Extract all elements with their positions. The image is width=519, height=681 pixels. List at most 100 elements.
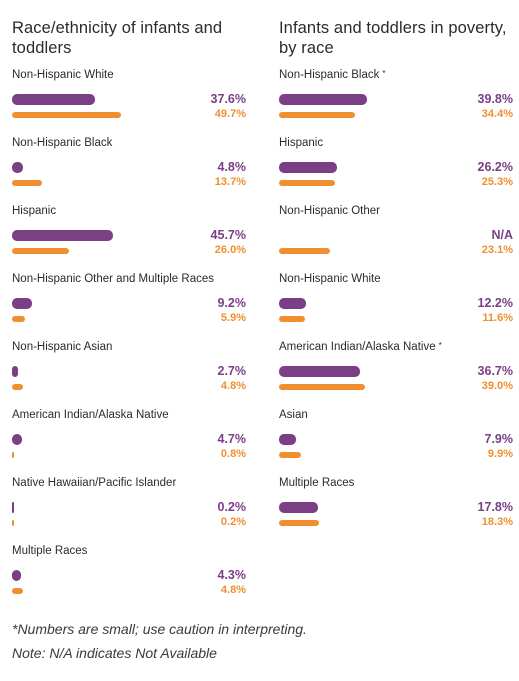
value-label-series-1: 9.2% xyxy=(217,296,247,310)
chart-row: Multiple Races 4.3% 4.8% xyxy=(12,538,252,606)
bar-series-2 xyxy=(279,248,330,254)
chart-row: Non-Hispanic Other and Multiple Races 9.2… xyxy=(12,266,252,334)
value-label-series-2: 11.6% xyxy=(482,312,513,324)
value-label-series-1: 37.6% xyxy=(210,92,246,106)
bar-series-1 xyxy=(279,434,297,445)
bar-series-1 xyxy=(12,366,18,377)
bar-series-1 xyxy=(279,94,367,105)
category-label: American Indian/Alaska Native xyxy=(12,409,169,421)
category-label: Non-Hispanic White xyxy=(12,69,114,81)
bar-series-2 xyxy=(12,180,43,186)
chart-row: American Indian/Alaska Native 4.7% 0.8% xyxy=(12,402,252,470)
category-label: American Indian/Alaska Native * xyxy=(279,341,442,353)
category-label: Non-Hispanic Other xyxy=(279,205,380,217)
value-label-series-1: 17.8% xyxy=(477,500,513,514)
value-label-series-1: 7.9% xyxy=(484,432,514,446)
na-footnote: Note: N/A indicates Not Available xyxy=(12,645,217,661)
bar-series-1 xyxy=(279,162,337,173)
chart-row: Multiple Races 17.8% 18.3% xyxy=(279,470,519,538)
value-label-series-1: 26.2% xyxy=(477,160,513,174)
value-label-series-2: 26.0% xyxy=(214,244,246,256)
bar-series-2 xyxy=(279,452,301,458)
bar-series-2 xyxy=(12,452,14,458)
chart-row: Non-Hispanic Black * 39.8% 34.4% xyxy=(279,62,519,130)
category-label: Non-Hispanic Black * xyxy=(279,69,386,81)
bar-series-1 xyxy=(279,366,360,377)
chart-row: Native Hawaiian/Pacific Islander 0.2% 0.2% xyxy=(12,470,252,538)
bar-series-2 xyxy=(279,384,365,390)
caution-marker: * xyxy=(438,341,442,350)
asterisk-footnote: *Numbers are small; use caution in inter… xyxy=(12,621,307,637)
value-label-series-2: 25.3% xyxy=(481,176,513,188)
chart-row: Hispanic 26.2% 25.3% xyxy=(279,130,519,198)
value-label-series-2: 23.1% xyxy=(481,244,513,256)
category-label: Non-Hispanic Asian xyxy=(12,341,113,353)
value-label-series-1: 4.7% xyxy=(217,432,247,446)
bar-series-1 xyxy=(279,502,319,513)
value-label-series-2: 49.7% xyxy=(214,108,246,120)
chart-row: Non-Hispanic Black 4.8% 13.7% xyxy=(12,130,252,198)
category-label: Hispanic xyxy=(279,137,324,149)
bar-series-1 xyxy=(12,434,23,445)
category-label: Multiple Races xyxy=(12,545,88,557)
value-label-series-2: 34.4% xyxy=(481,108,513,120)
bar-series-2 xyxy=(279,112,355,118)
value-label-series-1: 12.2% xyxy=(477,296,513,310)
chart-row: American Indian/Alaska Native * 36.7% 39.0% xyxy=(279,334,519,402)
category-label: Multiple Races xyxy=(279,477,355,489)
value-label-series-2: 13.7% xyxy=(214,176,246,188)
value-label-series-1: 0.2% xyxy=(217,500,247,514)
chart-rows: Non-Hispanic Black * 39.8% 34.4% Hispanic 26.… xyxy=(279,62,519,538)
poverty-by-race-chart: Infants and toddlers in poverty, by race… xyxy=(279,18,519,538)
bar-series-2 xyxy=(279,316,305,322)
value-label-series-1: N/A xyxy=(491,228,513,242)
value-label-series-1: 39.8% xyxy=(477,92,513,106)
chart-title: Infants and toddlers in poverty, by race xyxy=(279,19,507,57)
bar-series-2 xyxy=(12,248,70,254)
chart-rows: Non-Hispanic White 37.6% 49.7% Non-Hispanic… xyxy=(12,62,252,606)
chart-row: Asian 7.9% 9.9% xyxy=(279,402,519,470)
value-label-series-1: 4.8% xyxy=(217,160,247,174)
value-label-series-1: 2.7% xyxy=(217,364,247,378)
bar-series-2 xyxy=(12,112,122,118)
value-label-series-1: 45.7% xyxy=(210,228,246,242)
value-label-series-2: 4.8% xyxy=(220,584,246,596)
bar-series-2 xyxy=(12,520,14,526)
category-label: Hispanic xyxy=(12,205,57,217)
bar-series-2 xyxy=(279,520,320,526)
bar-series-1 xyxy=(12,570,22,581)
category-label: Non-Hispanic Other and Multiple Races xyxy=(12,273,214,285)
value-label-series-2: 18.3% xyxy=(481,516,513,528)
category-label: Non-Hispanic White xyxy=(279,273,381,285)
chart-row: Non-Hispanic Other N/A 23.1% xyxy=(279,198,519,266)
value-label-series-1: 4.3% xyxy=(217,568,247,582)
bar-series-1 xyxy=(12,230,113,241)
bar-series-2 xyxy=(12,384,23,390)
chart-row: Non-Hispanic Asian 2.7% 4.8% xyxy=(12,334,252,402)
category-label: Non-Hispanic Black xyxy=(12,137,113,149)
bar-series-1 xyxy=(279,298,306,309)
bar-series-1 xyxy=(12,162,23,173)
race-ethnicity-chart: Race/ethnicity of infants and toddlers N… xyxy=(12,18,252,606)
value-label-series-2: 5.9% xyxy=(220,312,246,324)
category-label: Asian xyxy=(279,409,308,421)
value-label-series-2: 9.9% xyxy=(487,448,513,460)
category-label: Native Hawaiian/Pacific Islander xyxy=(12,477,177,489)
value-label-series-2: 39.0% xyxy=(481,380,513,392)
value-label-series-2: 4.8% xyxy=(220,380,246,392)
bar-series-1 xyxy=(12,502,14,513)
bar-series-2 xyxy=(12,588,23,594)
chart-row: Non-Hispanic White 37.6% 49.7% xyxy=(12,62,252,130)
value-label-series-1: 36.7% xyxy=(477,364,513,378)
bar-series-2 xyxy=(279,180,335,186)
chart-row: Non-Hispanic White 12.2% 11.6% xyxy=(279,266,519,334)
value-label-series-2: 0.2% xyxy=(220,516,246,528)
caution-marker: * xyxy=(382,69,386,78)
chart-title: Race/ethnicity of infants and toddlers xyxy=(12,19,223,57)
bar-series-2 xyxy=(12,316,25,322)
bar-series-1 xyxy=(12,298,33,309)
chart-row: Hispanic 45.7% 26.0% xyxy=(12,198,252,266)
bar-series-1 xyxy=(12,94,95,105)
value-label-series-2: 0.8% xyxy=(220,448,246,460)
footnotes: *Numbers are small; use caution in inter… xyxy=(12,617,307,665)
